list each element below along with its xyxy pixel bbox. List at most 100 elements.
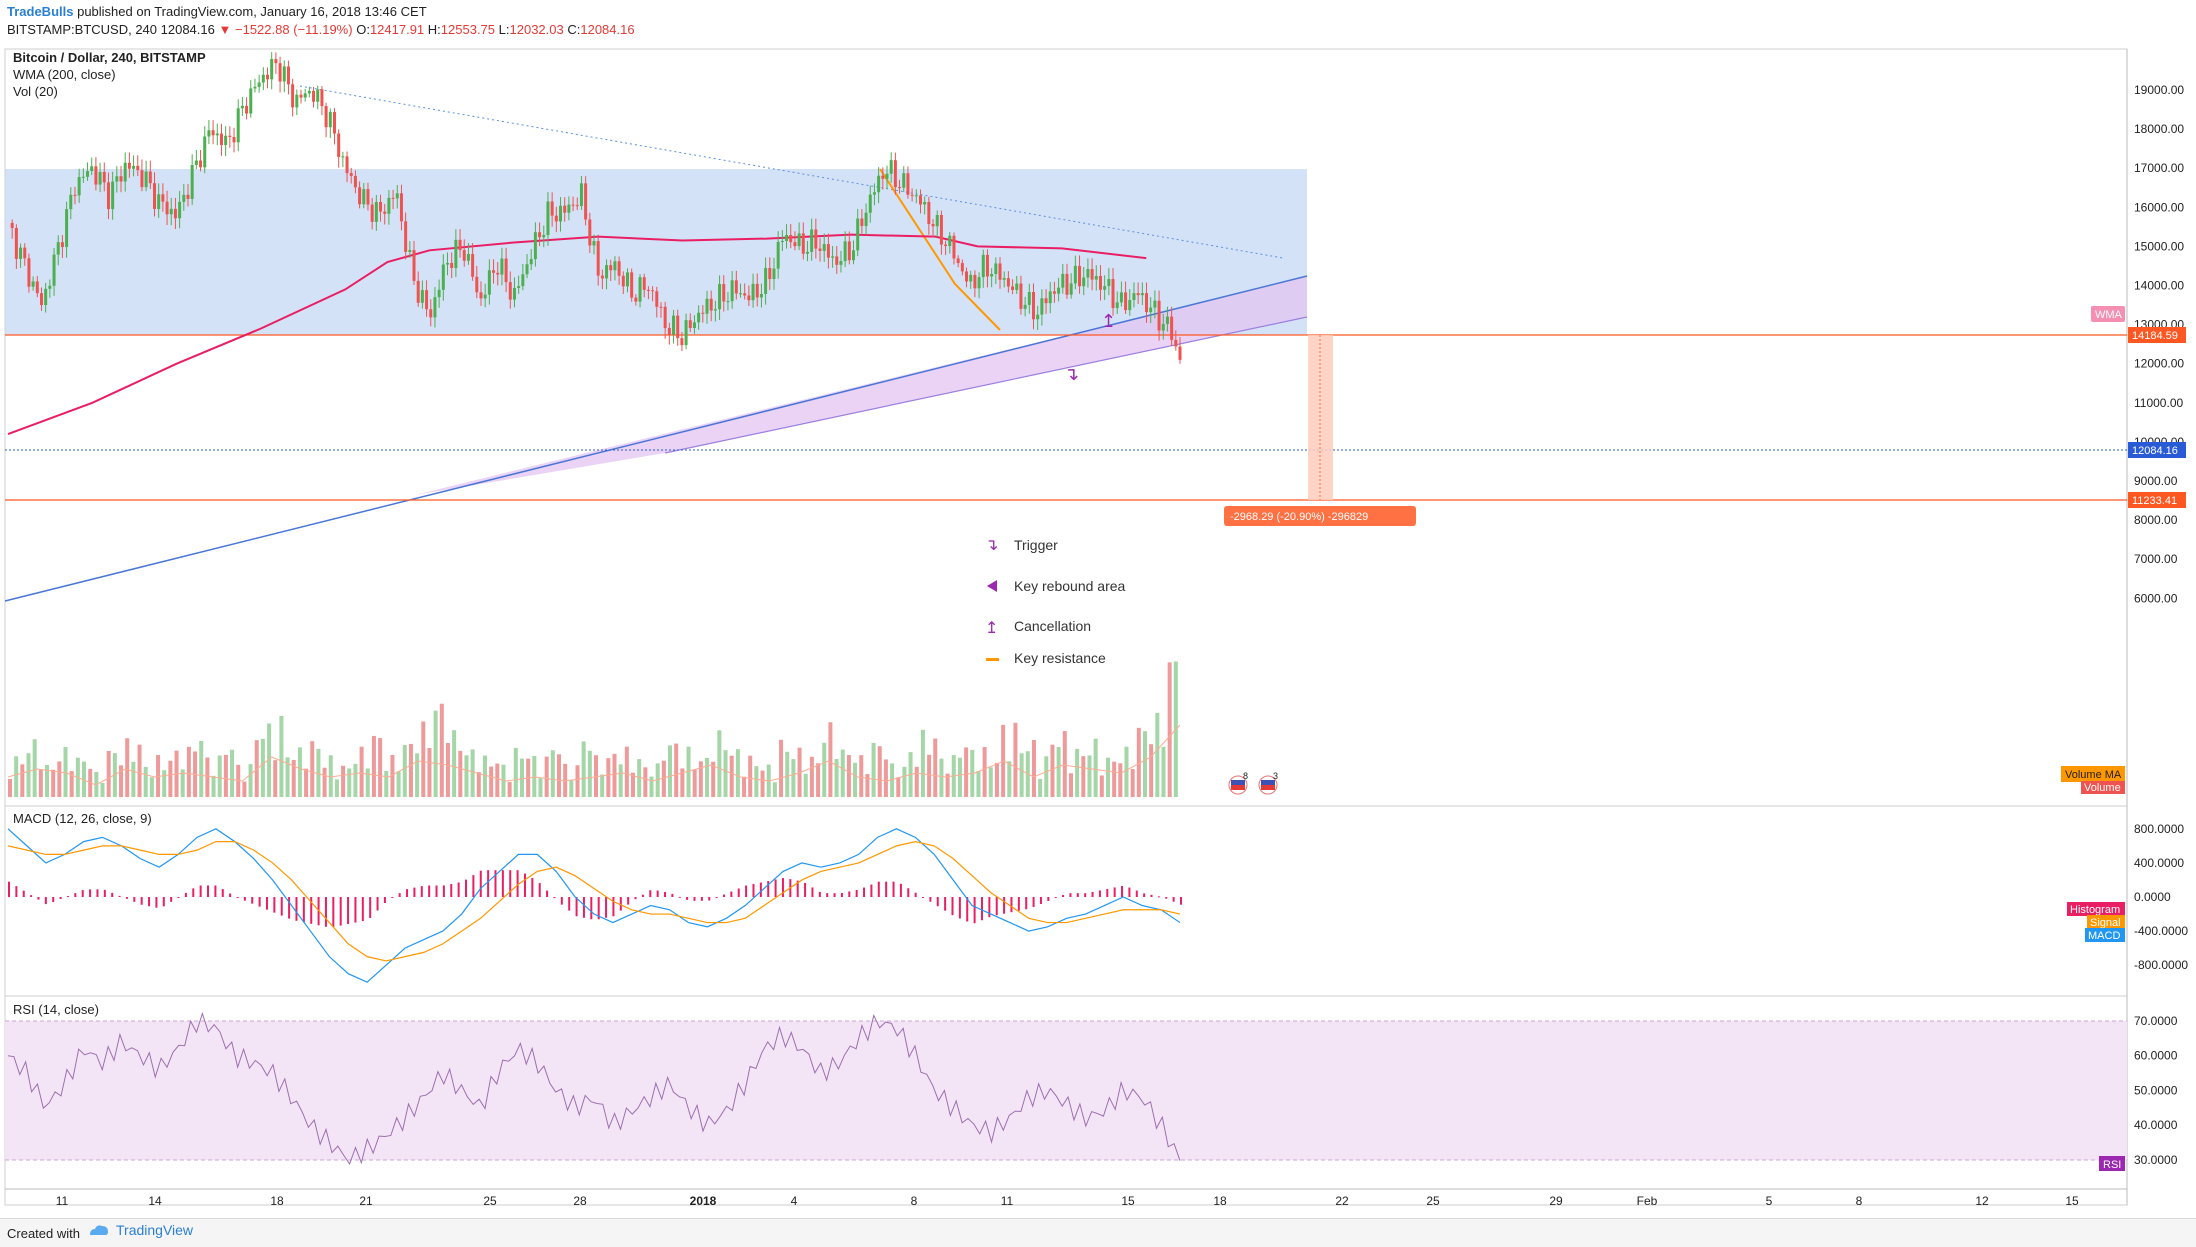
volume-bar [143,766,148,797]
volume-bar [723,750,728,797]
histogram-bar [406,889,409,897]
volume-bar [69,771,74,797]
histogram-bar [656,890,659,897]
current-price-tag: 12084.16 [2128,442,2186,458]
candle-body [1032,292,1035,320]
histogram-bar [980,897,983,921]
macd-histogram [8,870,1182,928]
legend-item-cancellation: ↥ Cancellation [985,618,1091,637]
candle-body [475,276,479,293]
volume-bar [519,758,524,797]
resistance-price-tag: 14184.59 [2128,327,2186,343]
candle-body [550,201,554,216]
volume-bar [464,755,469,797]
candle-body [240,105,244,109]
signal-line [7,841,1181,962]
histogram-bar [693,897,696,901]
histogram-bar [339,897,342,926]
histogram-bar [929,897,932,902]
candle-body [274,59,278,64]
histogram-bar [295,897,298,921]
volume-bar [421,721,426,797]
histogram-bar [15,886,18,897]
volume-bar [402,745,407,797]
descending-trendline[interactable] [299,85,1284,259]
tradingview-link[interactable]: TradingView [88,1222,193,1238]
histogram-bar [413,887,416,897]
candle-body [1124,292,1128,311]
histogram-bar [302,897,305,923]
measure-label[interactable]: -2968.29 (-20.90%) -296829 [1224,506,1416,526]
histogram-bar [708,897,711,901]
candle-body [1103,286,1107,290]
candle-body [203,136,207,168]
time-axis[interactable]: 11 14 18 21 25 28 2018 4 8 11 15 18 22 25 29 Feb 5 8 12 15 [56,1194,2079,1208]
volume-bar [45,764,50,797]
histogram-bar [1113,887,1116,897]
trigger-arrow-icon[interactable]: ↴ [1064,364,1079,384]
histogram-bar [465,879,468,897]
candle-body [588,219,592,246]
volume-bar [1155,713,1160,797]
candle-body [805,251,809,254]
volume-bar [772,782,777,797]
histogram-bar [280,897,283,916]
rsi-line [7,1011,1181,1165]
candle-body [864,212,868,227]
candle-body [165,201,169,215]
candle-body [977,277,981,289]
candle-body [1136,293,1140,296]
histogram-bar [1143,893,1146,897]
open-label: O: [356,22,370,37]
price-axis-label: 16000.00 [2134,200,2184,214]
wedge-lower-line[interactable] [664,316,1308,454]
volume-bar [563,763,568,797]
key-resistance-line[interactable] [879,168,1001,331]
candle-body [416,280,420,303]
svg-text:WMA: WMA [2095,309,2123,321]
candle-body [1044,298,1048,304]
volume-bar [199,740,204,797]
down-triangle-icon: ▼ [218,22,232,37]
histogram-bar [1135,890,1138,897]
time-axis-label: 2018 [690,1194,717,1208]
time-axis-label: 8 [911,1194,918,1208]
candle-body [1107,279,1111,287]
event-badge-2[interactable]: 3 [1258,771,1278,795]
candle-body [144,171,148,188]
candle-body [261,74,265,83]
candle-body [567,204,571,213]
support-trendline[interactable] [4,275,1308,602]
cancellation-arrow-icon[interactable]: ↥ [1101,311,1116,331]
volume-bar [643,767,648,797]
volume-bar [840,749,845,797]
event-badge-1[interactable]: 8 [1228,771,1248,795]
histogram-bar [1121,885,1124,897]
volume-bar [273,760,278,797]
candle-body [948,235,952,247]
chart-canvas[interactable]: ↴ ↥ Bitcoin / Dollar, 240, BITSTAMP WMA … [0,44,2196,1216]
candle-body [529,259,533,265]
candle-body [609,265,613,271]
volume-bar [334,779,339,797]
candle-body [898,187,902,189]
candle-body [127,162,131,169]
candle-body [324,106,328,128]
candle-body [169,208,173,215]
candle-body [1057,287,1061,294]
histogram-bar [1150,894,1153,897]
price-axis[interactable]: 19000.00 18000.00 17000.00 16000.00 15000.00… [2134,83,2184,605]
volume-bar [341,765,346,797]
volume-bar [119,765,124,797]
candle-body [517,286,521,288]
histogram-bar [479,870,482,897]
candle-body [441,264,445,290]
volume-bar [507,781,512,797]
histogram-bar [494,870,497,897]
candle-body [446,262,449,265]
rising-wedge[interactable] [415,276,1307,495]
publisher-name[interactable]: TradeBulls [7,4,74,19]
histogram-bar [1017,897,1020,911]
candle-body [508,282,512,300]
high-label: H: [427,22,441,37]
